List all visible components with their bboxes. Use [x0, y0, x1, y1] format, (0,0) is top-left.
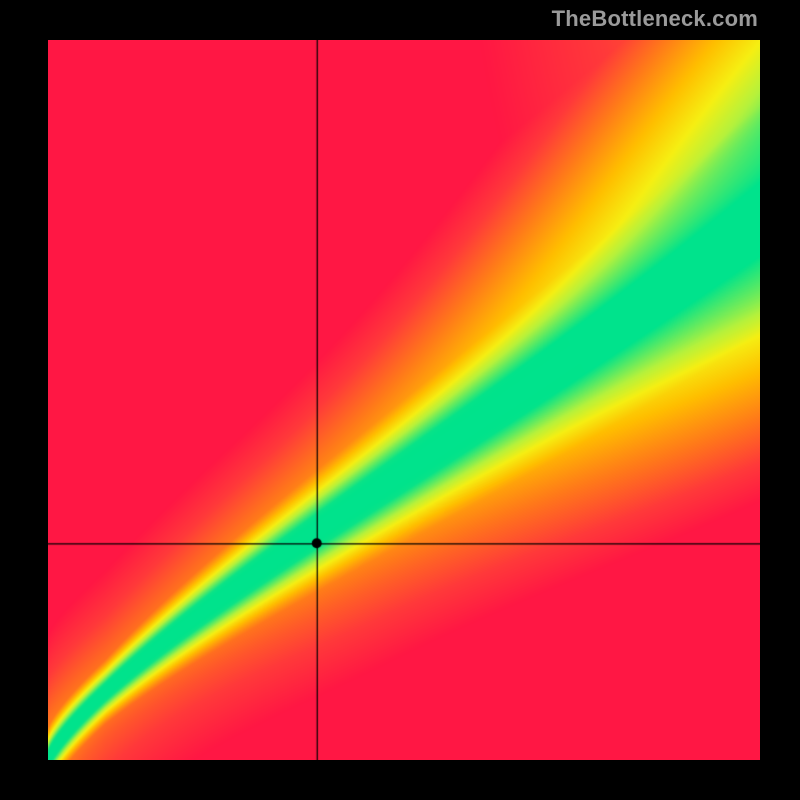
watermark-text: TheBottleneck.com — [552, 6, 758, 32]
chart-container: TheBottleneck.com — [0, 0, 800, 800]
heatmap-canvas — [48, 40, 760, 760]
